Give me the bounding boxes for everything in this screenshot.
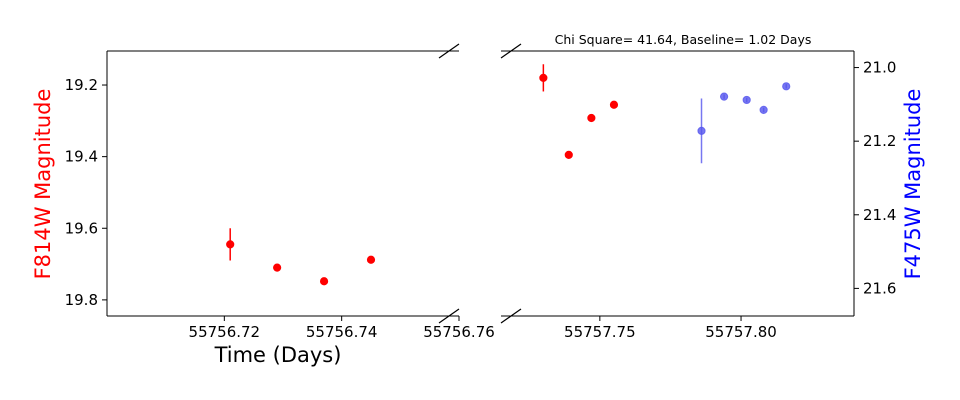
data-points [226,64,791,286]
x-tick-label: 55756.72 [189,323,261,341]
y-tick-label-right: 21.4 [863,206,896,224]
y-tick-label-right: 21.0 [863,59,896,77]
x-tick-label: 55757.80 [705,323,777,341]
break-mark [500,308,522,324]
y-tick-label-right: 21.2 [863,132,896,150]
x-tick-label: 55756.74 [306,323,378,341]
left-panel: 55756.72 55756.74 55756.76 19.2 19.4 19.6 19.8 [65,50,495,341]
y-tick-label-left: 19.2 [65,76,98,94]
y-axis-label-left: F814W Magnitude [31,89,55,280]
chart-labels: Chi Square= 41.64, Baseline= 1.02 Days T… [31,32,925,367]
data-point [539,73,548,82]
data-point [719,92,729,101]
y-tick-label-left: 19.4 [65,148,98,166]
data-point [782,82,791,91]
break-mark [500,43,522,59]
data-point [564,150,573,159]
chart-title: Chi Square= 41.64, Baseline= 1.02 Days [555,32,812,47]
data-point [759,105,768,114]
x-tick-label: 55756.76 [423,323,495,341]
y-tick-label-right: 21.6 [863,279,896,297]
data-point [742,95,751,105]
data-point [366,255,376,264]
break-mark [438,308,460,324]
y-axis-label-right: F475W Magnitude [901,89,925,280]
data-point [319,277,329,286]
axis-break-marks [438,43,522,324]
data-point [609,100,619,109]
break-mark [438,43,460,59]
data-point [226,240,235,249]
data-point [697,126,706,135]
x-tick-label: 55757.75 [564,323,636,341]
y-tick-label-left: 19.6 [65,219,98,237]
data-point [273,263,282,272]
x-axis-label: Time (Days) [214,343,342,367]
data-point [587,113,596,123]
y-tick-label-left: 19.8 [65,291,98,309]
right-panel: 55757.75 55757.80 21.0 21.2 21.4 21.6 [501,50,896,341]
